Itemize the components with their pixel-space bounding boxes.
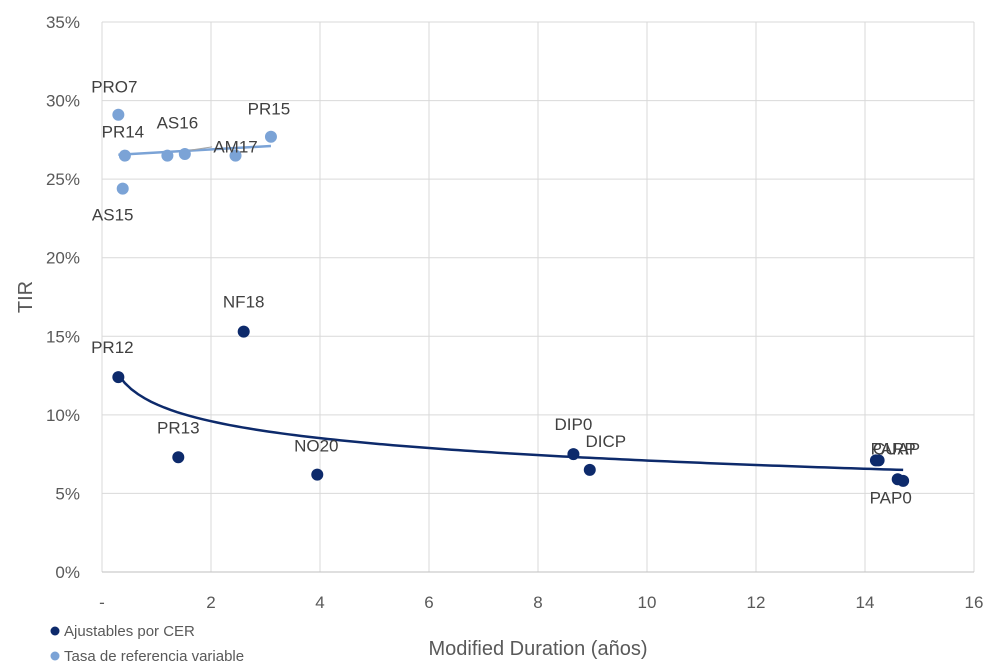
data-point (161, 149, 174, 162)
legend-label: Tasa de referencia variable (64, 648, 244, 665)
data-point (112, 108, 125, 121)
point-label: CUAP (873, 439, 920, 458)
label-leader-line (190, 146, 213, 151)
x-tick-label: 14 (856, 593, 875, 612)
trendline-tasa-variable (118, 144, 272, 157)
data-point (116, 182, 129, 195)
data-point (583, 463, 596, 476)
legend: Ajustables por CER Tasa de referencia var… (50, 623, 244, 665)
point-label: PAP0 (870, 488, 912, 507)
point-label: PR14 (102, 123, 145, 142)
y-tick-label: 25% (46, 170, 80, 189)
data-point (311, 468, 324, 481)
data-point (118, 149, 131, 162)
data-point (872, 454, 885, 467)
x-tick-label: - (99, 593, 105, 612)
point-label: PRO7 (91, 78, 137, 97)
trendlines (117, 144, 904, 472)
data-point (567, 448, 580, 461)
legend-label: Ajustables por CER (64, 623, 195, 640)
point-label: AS16 (157, 114, 199, 133)
data-point (237, 325, 250, 338)
trendline-ajustables-cer (117, 374, 904, 472)
y-axis-title: TIR (15, 281, 37, 313)
x-tick-label: 4 (315, 593, 324, 612)
data-point (178, 148, 191, 160)
y-tick-label: 0% (55, 563, 80, 582)
point-label: PR13 (157, 418, 200, 437)
y-tick-label: 35% (46, 13, 80, 32)
y-tick-label: 10% (46, 406, 80, 425)
point-label: DIP0 (555, 415, 593, 434)
data-points (112, 108, 910, 487)
x-tick-label: 10 (638, 593, 657, 612)
axes: - 2 4 6 8 10 12 14 16 0% 5% 10% 15% 20% 25% 30% 35% (46, 13, 983, 612)
y-tick-label: 15% (46, 327, 80, 346)
x-tick-label: 2 (206, 593, 215, 612)
point-label: AM17 (213, 138, 257, 157)
point-label: PR12 (91, 338, 134, 357)
y-tick-label: 5% (55, 484, 80, 503)
x-tick-label: 12 (747, 593, 766, 612)
x-tick-label: 16 (965, 593, 984, 612)
grid-lines (101, 21, 975, 573)
y-tick-label: 30% (46, 92, 80, 111)
point-label: AS15 (92, 206, 134, 225)
x-tick-label: 6 (424, 593, 433, 612)
point-label: NO20 (294, 437, 338, 456)
legend-marker (50, 651, 60, 661)
x-axis-title: Modified Duration (años) (429, 638, 648, 660)
data-point (897, 474, 910, 487)
y-tick-label: 20% (46, 249, 80, 268)
data-point (172, 451, 185, 464)
x-tick-label: 8 (533, 593, 542, 612)
legend-marker (50, 626, 60, 636)
point-label: PARP (871, 439, 916, 458)
data-point (229, 149, 242, 162)
data-point (112, 371, 125, 384)
point-label: PR15 (248, 100, 291, 119)
data-point (264, 130, 277, 143)
point-label: DICP (585, 432, 626, 451)
point-label: NF18 (223, 293, 265, 312)
